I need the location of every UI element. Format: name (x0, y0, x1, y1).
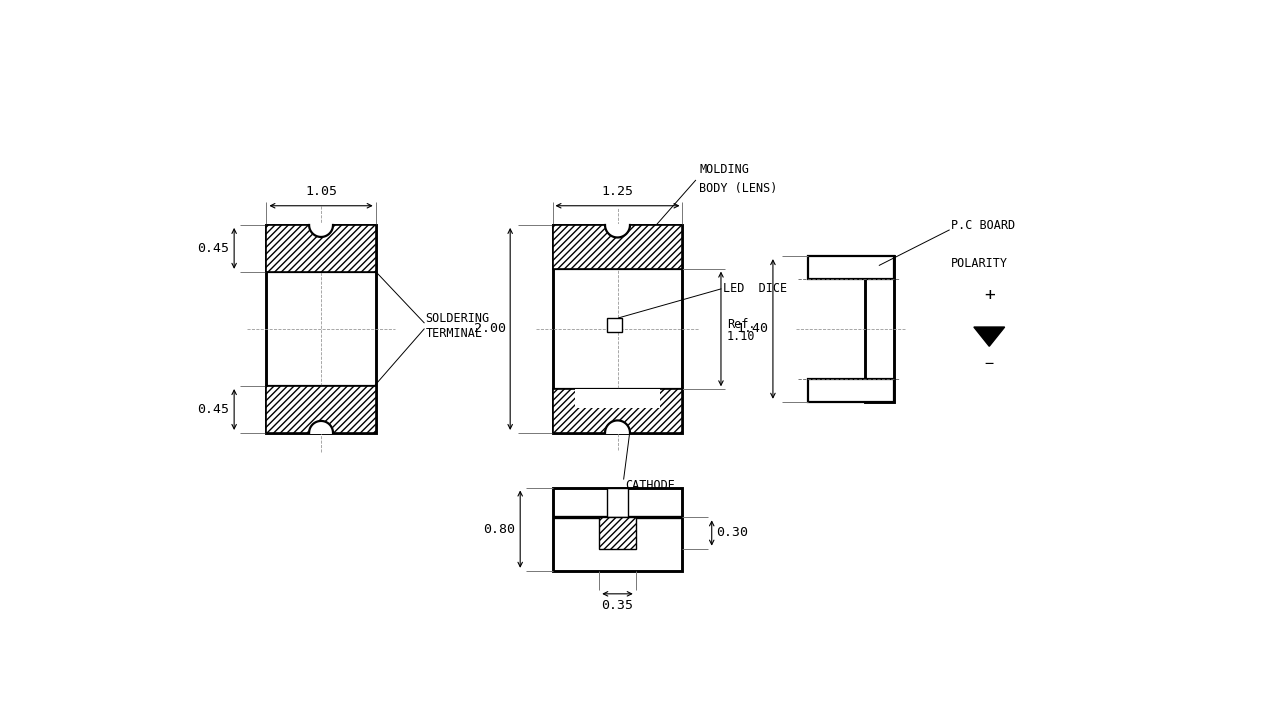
Bar (608, 487, 627, 518)
Polygon shape (308, 421, 333, 433)
Text: 2.00: 2.00 (474, 323, 506, 336)
Text: SOLDERING: SOLDERING (426, 312, 490, 325)
Bar (607, 318, 622, 333)
Text: 1.10: 1.10 (727, 330, 755, 343)
Bar (553, 225, 682, 433)
Text: −: − (984, 356, 993, 371)
Bar (599, 518, 636, 549)
Polygon shape (308, 225, 333, 237)
Bar (266, 386, 375, 433)
Text: Ref.: Ref. (727, 318, 755, 330)
Text: LED  DICE: LED DICE (722, 282, 787, 295)
Text: 0.80: 0.80 (484, 523, 516, 536)
Bar (553, 225, 682, 269)
Bar (553, 487, 682, 571)
Bar (576, 390, 659, 408)
Bar (553, 390, 682, 433)
Bar (607, 325, 616, 333)
Bar (266, 225, 375, 271)
Text: 1.40: 1.40 (736, 323, 768, 336)
Text: 0.35: 0.35 (602, 599, 634, 612)
Text: 1.25: 1.25 (602, 185, 634, 198)
Text: P.C BOARD: P.C BOARD (951, 219, 1015, 232)
Text: MOLDING: MOLDING (699, 163, 749, 176)
Bar (808, 256, 893, 279)
Text: CATHODE: CATHODE (625, 479, 675, 492)
Polygon shape (605, 420, 630, 433)
Text: 0.30: 0.30 (717, 526, 749, 539)
Text: TERMINAL: TERMINAL (426, 327, 483, 340)
Text: 1.05: 1.05 (305, 185, 337, 198)
Text: POLARITY: POLARITY (951, 257, 1007, 271)
Polygon shape (605, 225, 630, 238)
Text: BODY (LENS): BODY (LENS) (699, 182, 778, 195)
Bar (865, 256, 893, 402)
Bar (808, 379, 893, 402)
Polygon shape (974, 327, 1005, 346)
Text: 0.45: 0.45 (197, 403, 229, 416)
Text: +: + (984, 286, 995, 304)
Bar (266, 225, 375, 433)
Text: 0.45: 0.45 (197, 242, 229, 255)
